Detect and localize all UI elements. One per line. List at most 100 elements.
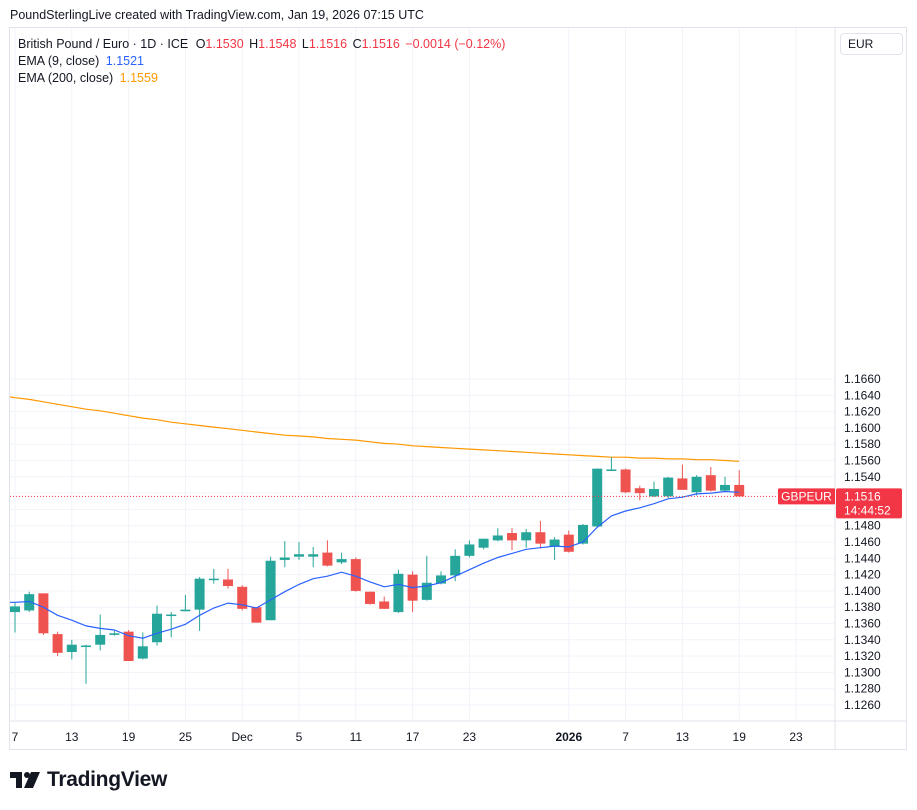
tradingview-logo-text: TradingView: [47, 768, 168, 791]
high-label: H: [249, 37, 259, 51]
price-tick-label: 1.1560: [844, 454, 881, 468]
low-value: 1.1516: [308, 37, 348, 51]
ema-200-polyline: [9, 396, 740, 462]
candle: [308, 546, 319, 568]
candle-body: [549, 539, 560, 547]
candle: [407, 571, 418, 613]
candle: [634, 485, 645, 501]
candle: [720, 476, 730, 492]
ema-9-polyline: [10, 490, 740, 639]
price-tick-label: 1.1480: [844, 519, 881, 533]
candle-body: [66, 644, 77, 653]
price-tag-value: 1.1516: [844, 489, 881, 503]
price-tick-label: 1.1600: [844, 421, 881, 435]
ema9-value: 1.1521: [105, 54, 144, 68]
candle-body: [649, 489, 659, 497]
price-tick-label: 1.1300: [844, 665, 881, 679]
price-tick-label: 1.1660: [844, 372, 881, 386]
time-tick-label: 17: [406, 730, 420, 744]
chart-attribution: PoundSterlingLive created with TradingVi…: [10, 8, 424, 22]
candle-body: [620, 469, 631, 493]
candle: [350, 557, 361, 592]
price-tick-label: 1.1340: [844, 633, 881, 647]
price-tick-label: 1.1320: [844, 649, 881, 663]
candle-body: [677, 478, 688, 490]
candle: [578, 524, 588, 545]
candle-body: [691, 476, 702, 493]
time-tick-label: 11: [350, 730, 363, 744]
candle: [180, 594, 191, 612]
open-label: O: [195, 37, 206, 51]
candle-body: [365, 591, 375, 604]
time-tick-label: 23: [463, 730, 477, 744]
candle-body: [464, 544, 475, 556]
candle: [592, 468, 603, 528]
candle: [521, 528, 532, 548]
time-tick-label: 23: [789, 730, 803, 744]
candle: [137, 632, 148, 660]
price-tick-label: 1.1420: [844, 568, 881, 582]
price-tick-label: 1.1400: [844, 584, 881, 598]
time-tick-label: 7: [622, 730, 629, 744]
chart-frame: [9, 27, 907, 750]
candle-body: [492, 535, 503, 541]
candle-body: [109, 633, 120, 635]
price-tick-label: 1.1580: [844, 437, 881, 451]
candle: [549, 537, 560, 560]
price-tick-label: 1.1540: [844, 470, 881, 484]
candle-body: [350, 559, 361, 591]
close-value: 1.1516: [361, 37, 400, 51]
candle-body: [123, 631, 134, 661]
candle-body: [223, 579, 233, 587]
chart-legend: British Pound / Euro · 1D · ICE O1.1530 …: [18, 36, 505, 87]
candle: [223, 568, 233, 589]
symbol-name: British Pound / Euro · 1D · ICE: [18, 37, 189, 51]
candle-body: [308, 554, 319, 557]
ema200-label: EMA (200, close): [18, 71, 114, 85]
candle-body: [450, 555, 461, 576]
candle-body: [152, 613, 162, 643]
tradingview-logo-icon: [10, 770, 42, 790]
candle-body: [265, 560, 276, 621]
candle: [237, 585, 248, 611]
candle: [251, 607, 262, 623]
candle: [663, 476, 674, 498]
candle: [365, 591, 375, 605]
candle: [208, 568, 219, 584]
candle-body: [166, 614, 177, 617]
high-value: 1.1548: [258, 37, 297, 51]
time-tick-label: 13: [65, 730, 79, 744]
price-tag-bg: [836, 488, 902, 519]
ema200-value: 1.1559: [119, 71, 158, 85]
price-tick-label: 1.1260: [844, 698, 881, 712]
candle: [649, 481, 659, 498]
candle-body: [24, 594, 35, 611]
candle-body: [606, 469, 617, 471]
price-tick-label: 1.1620: [844, 405, 881, 419]
candle: [606, 457, 617, 471]
candle: [166, 612, 177, 638]
candle-body: [180, 609, 191, 612]
ema9-legend-row: EMA (9, close) 1.1521: [18, 53, 505, 70]
candle: [265, 556, 276, 621]
candle-body: [734, 484, 745, 497]
candle-body: [521, 532, 532, 541]
symbol-tag-label: GBPEUR: [781, 489, 832, 503]
candle: [10, 602, 20, 633]
symbol-tag-bg: [778, 488, 835, 505]
candle-body: [379, 601, 390, 609]
candle-body: [705, 475, 716, 491]
candle: [81, 644, 91, 684]
ema-9-line: [10, 490, 740, 639]
candle: [38, 593, 49, 635]
close-label: C: [352, 37, 362, 51]
candle: [152, 605, 162, 646]
time-tick-label: 5: [296, 730, 303, 744]
candle-body: [336, 559, 347, 563]
tradingview-logo[interactable]: TradingView: [10, 768, 167, 792]
currency-button[interactable]: EUR: [840, 33, 903, 55]
candle: [620, 468, 631, 494]
time-tick-label: 2026: [555, 730, 582, 744]
